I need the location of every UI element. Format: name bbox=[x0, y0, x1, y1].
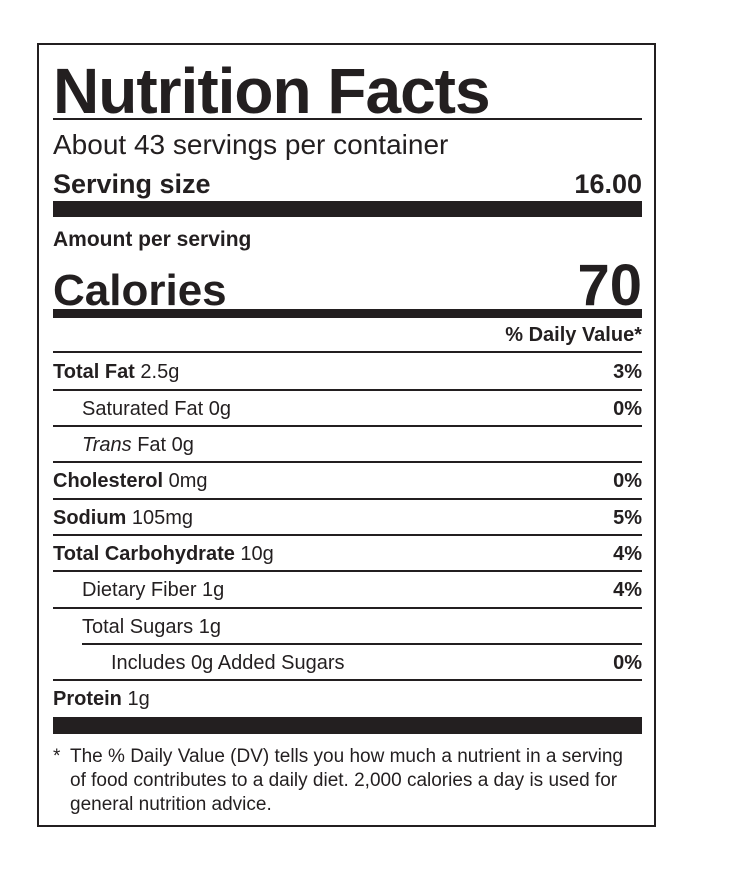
calories-label: Calories bbox=[53, 266, 227, 315]
thick-divider-bottom bbox=[53, 717, 642, 734]
serving-size-label: Serving size bbox=[53, 169, 211, 199]
nutrient-dv: 4% bbox=[613, 579, 642, 601]
calories-value: 70 bbox=[577, 253, 642, 318]
row-divider bbox=[53, 534, 642, 536]
nutrient-name: Includes 0g Added Sugars bbox=[111, 652, 345, 674]
row-divider bbox=[53, 679, 642, 681]
row-divider bbox=[53, 570, 642, 572]
footnote-text: The % Daily Value (DV) tells you how muc… bbox=[70, 746, 624, 815]
daily-value-footnote: * The % Daily Value (DV) tells you how m… bbox=[53, 745, 642, 817]
nutrient-dv: 0% bbox=[613, 398, 642, 420]
nutrient-name: Total Sugars 1g bbox=[82, 616, 221, 638]
nutrition-facts-label: Nutrition Facts About 43 servings per co… bbox=[37, 43, 656, 827]
row-divider bbox=[82, 643, 642, 645]
calories-row: Calories 70 bbox=[53, 257, 642, 315]
nutrient-name: Dietary Fiber 1g bbox=[82, 579, 225, 601]
nutrient-dv: 3% bbox=[613, 361, 642, 383]
servings-per-container: About 43 servings per container bbox=[53, 129, 449, 160]
nutrient-row-sodium: Sodium 105mg 5% bbox=[53, 500, 642, 536]
nutrient-row-saturated-fat: Saturated Fat 0g 0% bbox=[53, 391, 642, 427]
nutrient-row-added-sugars: Includes 0g Added Sugars 0% bbox=[53, 645, 642, 681]
row-divider bbox=[53, 607, 642, 609]
nutrient-name: Cholesterol 0mg bbox=[53, 470, 208, 492]
nutrient-name: Trans Fat 0g bbox=[82, 434, 194, 456]
nutrient-row-cholesterol: Cholesterol 0mg 0% bbox=[53, 463, 642, 499]
thick-divider-top bbox=[53, 201, 642, 217]
medium-divider bbox=[53, 309, 642, 318]
nutrient-dv: 0% bbox=[613, 652, 642, 674]
row-divider bbox=[53, 425, 642, 427]
nutrient-row-total-fat: Total Fat 2.5g 3% bbox=[53, 354, 642, 390]
nutrient-name: Total Carbohydrate 10g bbox=[53, 543, 274, 565]
row-divider bbox=[53, 498, 642, 500]
label-title: Nutrition Facts bbox=[53, 55, 491, 127]
nutrient-name: Total Fat 2.5g bbox=[53, 361, 180, 383]
nutrient-dv: 5% bbox=[613, 507, 642, 529]
footnote-asterisk: * bbox=[53, 746, 61, 767]
amount-per-serving: Amount per serving bbox=[53, 228, 252, 251]
nutrient-dv: 4% bbox=[613, 543, 642, 565]
daily-value-header: % Daily Value* bbox=[505, 324, 642, 346]
nutrient-name: Protein 1g bbox=[53, 688, 150, 710]
title-divider bbox=[53, 118, 642, 120]
nutrient-row-total-sugars: Total Sugars 1g bbox=[53, 609, 642, 645]
nutrient-name: Sodium 105mg bbox=[53, 507, 194, 529]
nutrient-row-trans-fat: Trans Fat 0g bbox=[53, 427, 642, 463]
nutrient-dv: 0% bbox=[613, 470, 642, 492]
serving-size-value: 16.00 bbox=[574, 169, 642, 199]
nutrient-name: Saturated Fat 0g bbox=[82, 398, 231, 420]
serving-size-row: Serving size 16.00 bbox=[53, 171, 642, 198]
nutrient-row-total-carbohydrate: Total Carbohydrate 10g 4% bbox=[53, 536, 642, 572]
nutrient-row-protein: Protein 1g bbox=[53, 681, 642, 717]
row-divider bbox=[53, 389, 642, 391]
row-divider bbox=[53, 351, 642, 353]
nutrient-row-dietary-fiber: Dietary Fiber 1g 4% bbox=[53, 572, 642, 608]
row-divider bbox=[53, 461, 642, 463]
